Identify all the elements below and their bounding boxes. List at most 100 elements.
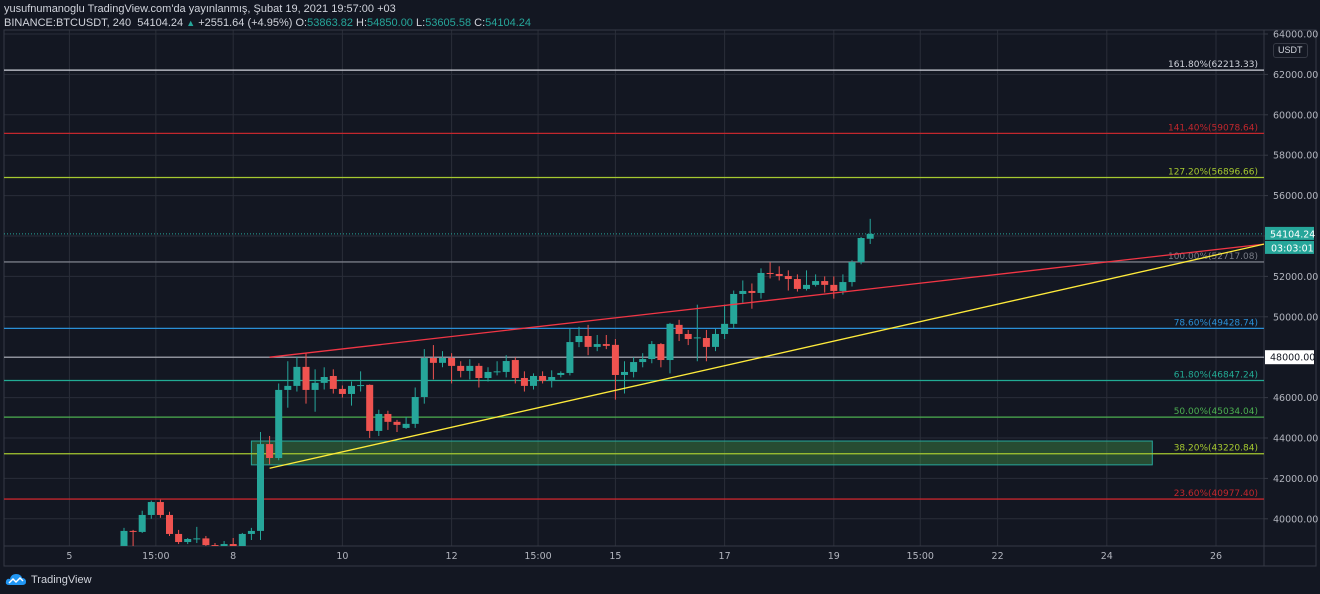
candle-body[interactable] <box>175 533 183 543</box>
candle-body[interactable] <box>166 514 173 534</box>
last-price-badge <box>1265 226 1314 240</box>
candle-body[interactable] <box>648 344 656 360</box>
candle-body[interactable] <box>821 281 829 285</box>
candle-body[interactable] <box>566 342 574 373</box>
candle-body[interactable] <box>129 530 137 532</box>
candle-body[interactable] <box>830 284 838 291</box>
candle-body[interactable] <box>784 275 792 280</box>
candle-body[interactable] <box>530 375 537 386</box>
symbol[interactable]: BINANCE:BTCUSDT, 240 <box>4 17 132 29</box>
time-tick-label: 19 <box>828 551 840 562</box>
candle-body[interactable] <box>457 365 465 371</box>
candle-body[interactable] <box>439 358 446 363</box>
candle-body[interactable] <box>257 444 264 531</box>
candle-body[interactable] <box>211 545 219 549</box>
candle-body[interactable] <box>848 262 856 283</box>
tradingview-logo[interactable]: TradingView <box>5 573 92 586</box>
candle-body[interactable] <box>493 371 501 373</box>
candle-body[interactable] <box>193 538 201 540</box>
candle-body[interactable] <box>548 376 556 381</box>
candle-body[interactable] <box>684 333 692 340</box>
candle-body[interactable] <box>611 344 619 375</box>
close-value: 54104.24 <box>485 17 532 29</box>
candle-body[interactable] <box>120 530 128 546</box>
candle-body[interactable] <box>593 344 601 347</box>
candle-body[interactable] <box>575 335 583 343</box>
candle-body[interactable] <box>639 359 647 363</box>
candle-body[interactable] <box>666 323 674 361</box>
publish-info: yusufnumanoglu TradingView.com'da yayınl… <box>4 3 396 15</box>
ohlc-legend: BINANCE:BTCUSDT, 240 54104.24 ▲ +2551.64… <box>4 16 531 30</box>
candle-body[interactable] <box>448 358 456 366</box>
candle-body[interactable] <box>539 375 547 381</box>
time-tick-label: 8 <box>230 551 236 562</box>
trendline[interactable] <box>269 243 1265 469</box>
candle-body[interactable] <box>484 371 492 379</box>
candle-body[interactable] <box>502 361 510 372</box>
candle-body[interactable] <box>675 324 683 334</box>
candle-body[interactable] <box>266 444 274 458</box>
candle-body[interactable] <box>393 421 401 425</box>
candle-body[interactable] <box>757 272 765 293</box>
candle-body[interactable] <box>338 388 346 394</box>
currency-label[interactable]: USDT <box>1273 43 1308 58</box>
candle-body[interactable] <box>275 389 283 458</box>
candle-body[interactable] <box>366 384 374 431</box>
candle-body[interactable] <box>357 385 365 387</box>
candle-body[interactable] <box>320 376 328 383</box>
candle-body[interactable] <box>730 293 738 324</box>
candle-body[interactable] <box>147 502 155 515</box>
candle-body[interactable] <box>302 366 310 390</box>
candle-body[interactable] <box>429 358 437 363</box>
candle-body[interactable] <box>702 338 710 347</box>
trendline[interactable] <box>269 243 1265 358</box>
candle-body[interactable] <box>775 273 783 276</box>
candle-body[interactable] <box>630 362 638 372</box>
candle-body[interactable] <box>402 423 410 428</box>
support-zone-rectangle[interactable] <box>250 440 1153 466</box>
candle-body[interactable] <box>793 279 801 289</box>
up-triangle-icon: ▲ <box>186 18 196 28</box>
candle-body[interactable] <box>584 335 592 347</box>
candle-body[interactable] <box>238 533 246 546</box>
candle-body[interactable] <box>748 290 756 293</box>
candle-body[interactable] <box>284 385 292 390</box>
candle-body[interactable] <box>348 385 355 394</box>
candle-body[interactable] <box>411 396 419 424</box>
candle-body[interactable] <box>220 544 228 549</box>
candle-body[interactable] <box>866 233 874 239</box>
candle-body[interactable] <box>293 366 301 386</box>
candle-body[interactable] <box>184 539 192 543</box>
candle-body[interactable] <box>202 538 210 546</box>
candle-body[interactable] <box>138 514 146 532</box>
candle-body[interactable] <box>466 365 474 371</box>
candle-body[interactable] <box>621 371 628 375</box>
candle-body[interactable] <box>329 375 337 389</box>
candle-body[interactable] <box>229 544 237 546</box>
candle-body[interactable] <box>739 290 747 294</box>
candle-body[interactable] <box>766 272 774 274</box>
candle-body[interactable] <box>475 365 483 379</box>
last-price: 54104.24 <box>137 17 184 29</box>
candle-body[interactable] <box>657 344 665 361</box>
candle-body[interactable] <box>247 530 255 534</box>
candle-body[interactable] <box>384 413 392 422</box>
candle-body[interactable] <box>693 337 701 339</box>
candle-body[interactable] <box>602 344 610 346</box>
candle-body[interactable] <box>812 281 820 285</box>
candle-body[interactable] <box>520 378 528 386</box>
candle-body[interactable] <box>375 413 383 431</box>
candle-body[interactable] <box>721 323 729 334</box>
candle-body[interactable] <box>311 382 319 390</box>
candle-body[interactable] <box>803 284 810 289</box>
candle-body[interactable] <box>420 358 428 397</box>
candle-body[interactable] <box>857 238 865 263</box>
candle-body[interactable] <box>839 282 847 291</box>
candle-body[interactable] <box>557 372 565 375</box>
chart-header: yusufnumanoglu TradingView.com'da yayınl… <box>4 2 531 30</box>
candle-body[interactable] <box>511 360 519 379</box>
tradingview-cloud-icon <box>5 574 27 585</box>
candle-body[interactable] <box>156 502 164 515</box>
candle-body[interactable] <box>712 333 719 347</box>
